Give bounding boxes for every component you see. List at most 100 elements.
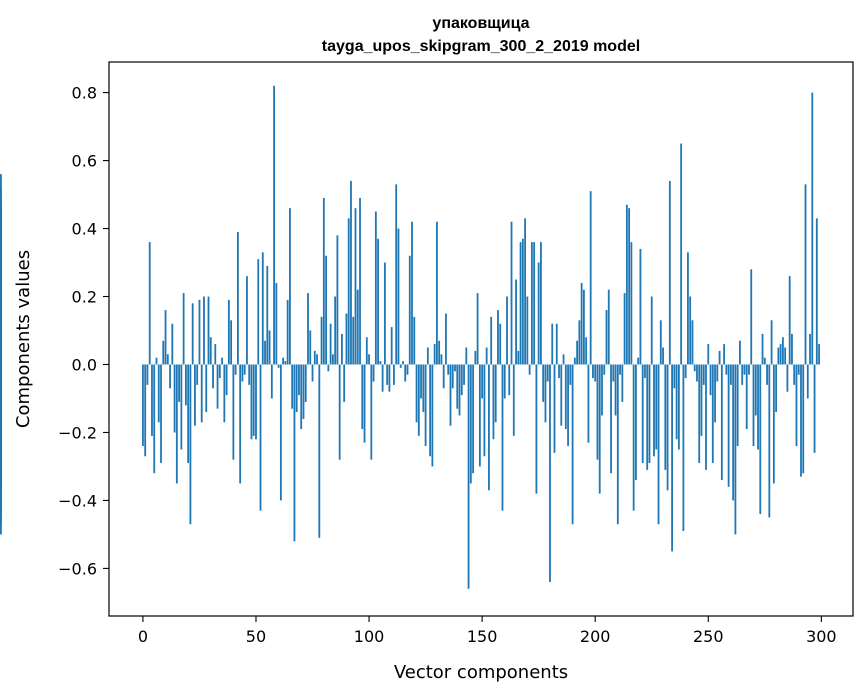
bar (684, 364, 687, 379)
bar (144, 364, 147, 457)
bar (307, 293, 309, 365)
bar (562, 354, 565, 365)
bar (270, 364, 273, 399)
bar (182, 293, 185, 365)
bar (318, 364, 321, 538)
bar (811, 92, 814, 365)
bar (524, 218, 526, 365)
bar (528, 364, 531, 375)
bar (788, 276, 791, 365)
bar (275, 282, 278, 365)
bar (426, 347, 429, 365)
bar (243, 364, 246, 375)
bar (607, 289, 610, 365)
y-tick-label: −0.2 (58, 423, 97, 442)
bar (343, 364, 346, 402)
bar (734, 364, 737, 535)
bar (146, 364, 149, 385)
bar (173, 364, 176, 433)
bar (431, 364, 434, 467)
bar (440, 354, 443, 365)
bar (542, 364, 545, 402)
bar (363, 364, 366, 443)
bar (393, 364, 395, 385)
bar (705, 364, 707, 470)
bar (449, 364, 452, 426)
bar (257, 259, 260, 365)
bar (472, 364, 474, 474)
bar (442, 364, 445, 389)
bar (515, 279, 517, 365)
bar (757, 364, 759, 450)
bar (537, 262, 540, 365)
bar (508, 364, 511, 396)
bar (601, 364, 603, 416)
bar (334, 296, 337, 365)
bar (680, 143, 683, 365)
y-axis-label: Components values (13, 250, 34, 428)
bar (338, 364, 341, 460)
bar (752, 364, 755, 447)
bar (223, 364, 226, 423)
bar (209, 337, 212, 365)
bar (555, 323, 558, 365)
bar (460, 364, 463, 396)
bar (485, 347, 488, 365)
bar (544, 364, 547, 423)
bar (345, 313, 348, 365)
bar (420, 364, 422, 399)
bar (564, 364, 567, 430)
bar (639, 248, 642, 365)
bar (429, 364, 432, 457)
bar (619, 364, 621, 375)
bar (458, 364, 461, 416)
bar (261, 252, 264, 365)
bar (320, 316, 323, 365)
x-axis-ticks: 0 50 100 150 200 250 300 (138, 616, 837, 646)
plot-area-frame (108, 61, 854, 617)
bar (786, 364, 789, 392)
bar (383, 262, 386, 365)
bar (727, 364, 730, 487)
bar (214, 344, 217, 365)
bar (793, 364, 796, 385)
bar (286, 299, 289, 365)
bar (232, 364, 235, 460)
y-tick-label: 0.4 (72, 220, 97, 239)
y-tick-label: −0.4 (58, 491, 97, 510)
bar (700, 364, 703, 436)
bar (592, 364, 594, 379)
bar (347, 218, 350, 365)
bar (327, 364, 330, 372)
bar (818, 344, 820, 365)
bar (289, 208, 291, 365)
bar (628, 208, 631, 365)
y-tick-label: 0.2 (72, 288, 97, 307)
bar (191, 303, 194, 365)
bar (650, 296, 653, 365)
bar (372, 364, 375, 382)
bar (693, 364, 696, 372)
bar (659, 320, 662, 365)
bar (476, 293, 479, 365)
bar (227, 299, 230, 365)
bar (155, 357, 158, 365)
bar (241, 364, 244, 382)
bar (766, 364, 768, 385)
bar (408, 255, 411, 365)
x-tick-label: 150 (467, 627, 498, 646)
bar (304, 364, 307, 402)
bar (587, 364, 590, 443)
bar (221, 357, 223, 365)
bar (512, 364, 515, 436)
bar (687, 252, 689, 365)
bar (325, 255, 327, 365)
bar (677, 364, 680, 450)
bar (212, 364, 214, 389)
x-tick-label: 100 (354, 627, 385, 646)
bar (451, 364, 454, 389)
x-tick-label: 250 (693, 627, 724, 646)
bar (341, 333, 343, 365)
bar (571, 364, 574, 525)
